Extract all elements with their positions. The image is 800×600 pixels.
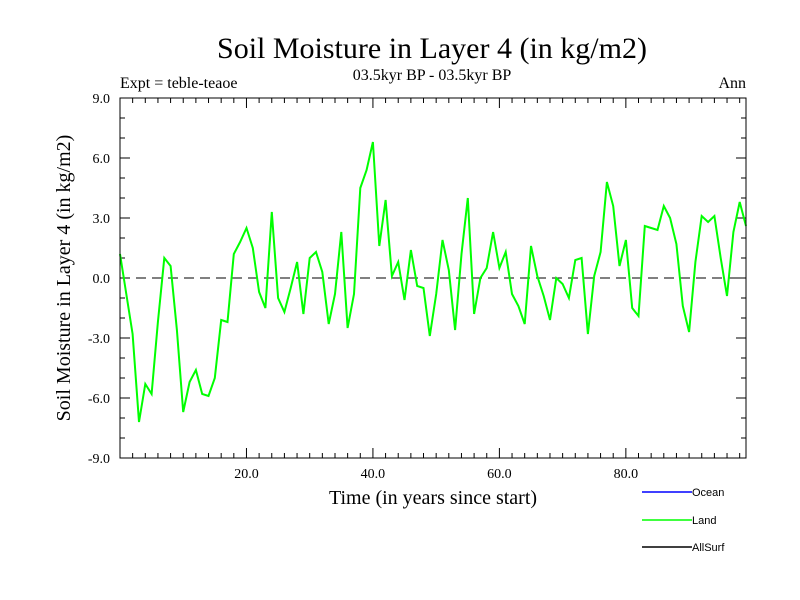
x-tick-label: 80.0	[614, 467, 639, 482]
x-axis-label: Time (in years since start)	[329, 487, 537, 509]
y-tick-label: 3.0	[93, 212, 111, 227]
series-line-land	[119, 141, 747, 423]
y-tick-label: 9.0	[93, 92, 111, 107]
minor-ticks	[120, 98, 746, 458]
y-tick-label: 6.0	[93, 152, 111, 167]
x-tick-label: 20.0	[234, 467, 259, 482]
legend-label-land: Land	[692, 515, 716, 527]
y-axis-label: Soil Moisture in Layer 4 (in kg/m2)	[53, 135, 75, 422]
legend-label-ocean: Ocean	[692, 487, 724, 499]
x-tick-label: 60.0	[487, 467, 512, 482]
tick-labels: 20.0 40.0 60.0 80.0 -9.0 -6.0 -3.0 0.0 3.0 6.0 9.0	[88, 92, 638, 482]
chart-title: Soil Moisture in Layer 4 (in kg/m2)	[217, 32, 647, 65]
legend: Ocean Land AllSurf	[642, 487, 725, 554]
y-tick-label: -3.0	[88, 332, 110, 347]
chart-subtitle: 03.5kyr BP - 03.5kyr BP	[353, 67, 512, 84]
y-tick-label: -6.0	[88, 392, 110, 407]
y-tick-label: -9.0	[88, 452, 110, 467]
legend-label-allsurf: AllSurf	[692, 542, 725, 554]
x-tick-label: 40.0	[361, 467, 386, 482]
y-tick-label: 0.0	[93, 272, 111, 287]
plot-frame	[119, 97, 747, 459]
season-label: Ann	[718, 75, 746, 92]
expt-label: Expt = teble-teaoe	[120, 75, 237, 92]
